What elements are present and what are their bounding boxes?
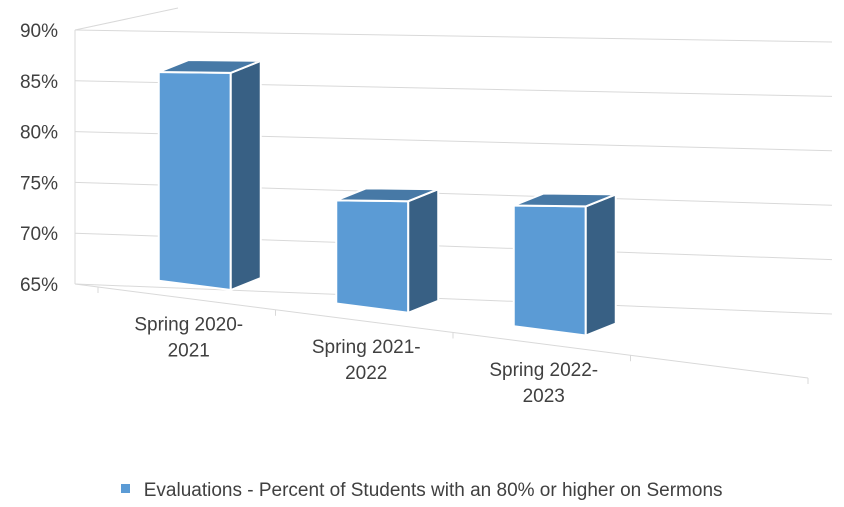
bars bbox=[157, 58, 617, 337]
gridline bbox=[74, 283, 833, 315]
x-tick-label: Spring 2020-2021 bbox=[134, 314, 243, 361]
x-tick-label: Spring 2022-2023 bbox=[489, 360, 598, 407]
x-axis-labels: Spring 2020-2021 Spring 2021-2022 Spring 2… bbox=[134, 314, 598, 407]
gridline bbox=[74, 29, 833, 43]
bar-front-face bbox=[335, 199, 410, 314]
bar bbox=[157, 58, 262, 292]
y-tick-label: 90% bbox=[20, 21, 58, 42]
bar-side-face bbox=[229, 59, 262, 292]
y-tick-label: 75% bbox=[20, 173, 58, 194]
floor-side-edge bbox=[74, 283, 99, 288]
bar-side-face bbox=[584, 192, 617, 337]
x-tick-label: Spring 2021-2022 bbox=[312, 337, 421, 384]
bar-front-face bbox=[157, 70, 232, 292]
y-tick-label: 85% bbox=[20, 72, 58, 93]
bar-front-face bbox=[512, 204, 587, 337]
legend-swatch bbox=[121, 484, 131, 494]
bar-top-face bbox=[158, 58, 262, 74]
legend-label: Evaluations - Percent of Students with a… bbox=[143, 480, 723, 501]
legend: Evaluations - Percent of Students with a… bbox=[0, 480, 844, 502]
y-tick-label: 80% bbox=[20, 123, 58, 144]
bar bbox=[512, 192, 617, 337]
bar-top-face bbox=[335, 187, 439, 203]
y-tick-label: 65% bbox=[20, 275, 58, 296]
y-axis: 65% 70% 75% 80% 85% 90% bbox=[20, 21, 58, 296]
top-edge bbox=[74, 7, 179, 31]
y-tick-label: 70% bbox=[20, 224, 58, 245]
x-axis bbox=[97, 286, 809, 384]
bar bbox=[335, 187, 440, 315]
bar-side-face bbox=[407, 187, 440, 315]
bar-top-face bbox=[513, 192, 617, 208]
